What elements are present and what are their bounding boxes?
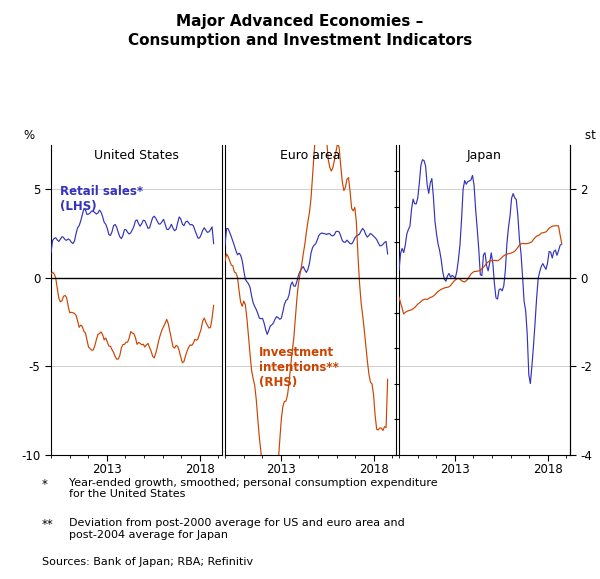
Text: Investment
intentions**
(RHS): Investment intentions** (RHS) bbox=[259, 346, 339, 389]
Text: Retail sales*
(LHS): Retail sales* (LHS) bbox=[59, 185, 143, 213]
Text: st dev: st dev bbox=[585, 129, 600, 142]
Text: Euro area: Euro area bbox=[280, 149, 341, 162]
Text: Deviation from post-2000 average for US and euro area and
post-2004 average for : Deviation from post-2000 average for US … bbox=[69, 518, 405, 540]
Text: Sources: Bank of Japan; RBA; Refinitiv: Sources: Bank of Japan; RBA; Refinitiv bbox=[42, 557, 253, 567]
Text: Year-ended growth, smoothed; personal consumption expenditure
for the United Sta: Year-ended growth, smoothed; personal co… bbox=[69, 478, 437, 499]
Text: **: ** bbox=[42, 518, 54, 531]
Text: Major Advanced Economies –
Consumption and Investment Indicators: Major Advanced Economies – Consumption a… bbox=[128, 14, 472, 48]
Text: United States: United States bbox=[94, 149, 179, 162]
Text: Japan: Japan bbox=[467, 149, 502, 162]
Text: *: * bbox=[42, 478, 48, 490]
Text: %: % bbox=[23, 129, 35, 142]
